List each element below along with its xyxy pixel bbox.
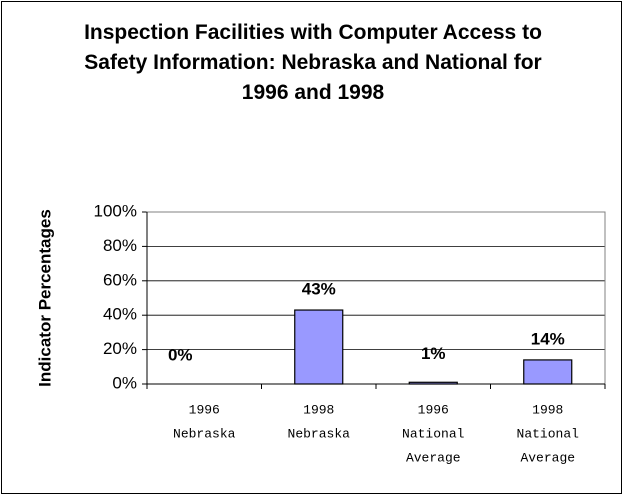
- chart-title: Inspection Facilities with Computer Acce…: [84, 21, 542, 104]
- value-label: 43%: [302, 280, 336, 299]
- bar: [294, 309, 344, 385]
- y-tick-label: 80%: [103, 236, 137, 255]
- x-tick-label: 1996: [418, 402, 449, 417]
- value-label: 1%: [421, 344, 446, 363]
- y-tick-label: 20%: [103, 339, 137, 358]
- x-tick-label: National: [517, 426, 580, 441]
- value-label: 0%: [168, 345, 193, 364]
- x-tick-label: National: [402, 426, 465, 441]
- plot-border: [146, 211, 606, 385]
- x-tick-label: Nebraska: [288, 426, 351, 441]
- bar: [408, 381, 458, 385]
- x-tick-label: Average: [520, 450, 575, 465]
- y-axis-label: Indicator Percentages: [35, 209, 54, 387]
- y-tick-label: 100%: [94, 201, 137, 220]
- x-tick-label: 1998: [303, 402, 334, 417]
- y-tick-label: 60%: [103, 270, 137, 289]
- x-tick-label: 1996: [189, 402, 220, 417]
- x-tick-label: Average: [406, 450, 461, 465]
- bar: [523, 359, 573, 385]
- y-tick-label: 0%: [112, 373, 137, 392]
- value-label: 14%: [531, 329, 565, 348]
- y-tick-label: 40%: [103, 305, 137, 324]
- x-tick-label: Nebraska: [173, 426, 236, 441]
- x-tick-label: 1998: [532, 402, 563, 417]
